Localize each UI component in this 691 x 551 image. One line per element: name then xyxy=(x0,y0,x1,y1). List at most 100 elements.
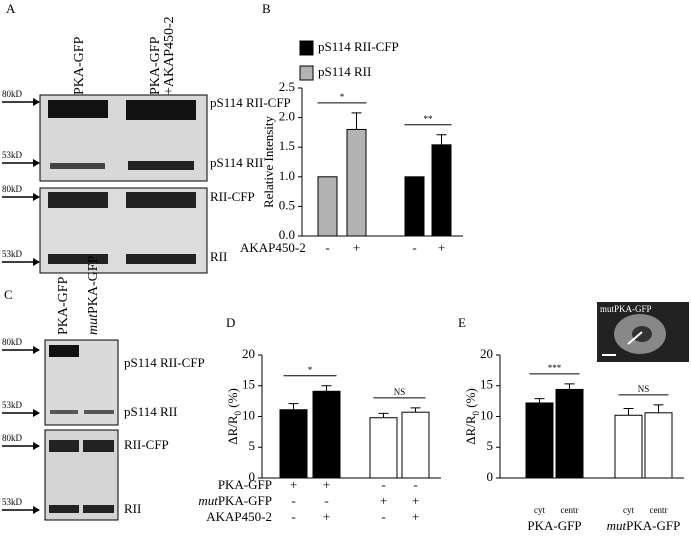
x-tick-label: cyt xyxy=(623,505,634,515)
condition-label: AKAP450-2 xyxy=(206,509,272,524)
x-tick-label: + xyxy=(353,240,360,255)
condition-mark: - xyxy=(291,509,295,524)
group-label: mutPKA-GFP xyxy=(607,518,681,533)
y-tick-label: 1.0 xyxy=(279,168,295,183)
y-tick-label: 5 xyxy=(249,438,256,453)
legend-label: pS114 RII xyxy=(318,64,371,79)
panel-letter: C xyxy=(4,287,13,302)
bar xyxy=(525,402,554,479)
y-label-part: 0 xyxy=(471,410,481,415)
arrow-head xyxy=(33,506,40,514)
y-label-part: ΔR/R xyxy=(463,415,478,445)
error-bar xyxy=(288,403,299,410)
legend-swatch xyxy=(299,65,314,81)
band xyxy=(126,192,196,208)
group-label: PKA-GFP xyxy=(527,518,581,533)
panel-letter: B xyxy=(262,1,271,16)
error-bar xyxy=(653,404,664,413)
panel-letter: A xyxy=(6,1,16,16)
significance: * xyxy=(340,92,345,102)
inset-label: mutPKA-GFP xyxy=(600,304,652,314)
band-label: pS114 RII-CFP xyxy=(210,95,291,110)
band xyxy=(83,440,114,452)
condition-mark: + xyxy=(412,509,419,524)
error-bar xyxy=(410,407,421,413)
x-tick-label: + xyxy=(438,240,445,255)
band xyxy=(49,345,79,357)
x-tick-label: cyt xyxy=(534,505,545,515)
marker-label: 80kD xyxy=(2,337,23,347)
condition-label-text: PKA-GFP xyxy=(218,493,272,508)
y-tick-label: 15 xyxy=(242,377,255,392)
y-tick-label: 0.0 xyxy=(279,227,295,242)
significance: *** xyxy=(548,363,562,373)
condition-mark: - xyxy=(381,477,385,492)
legend-label: pS114 RII-CFP xyxy=(318,39,399,54)
x-tick-label: - xyxy=(412,240,416,255)
bar xyxy=(317,176,338,237)
condition-mark: + xyxy=(412,493,419,508)
condition-mark: + xyxy=(323,477,330,492)
y-tick-label: 20 xyxy=(480,346,493,361)
y-axis-label: ΔR/R0 (%) xyxy=(225,388,243,445)
condition-label: PKA-GFP xyxy=(218,477,272,492)
y-label-part: 0 xyxy=(233,410,243,415)
lane-label-text: PKA-GFP xyxy=(86,255,101,314)
arrow-head xyxy=(33,98,40,106)
bar xyxy=(644,412,673,479)
y-axis-label: Relative Intensity xyxy=(261,115,276,208)
bar xyxy=(346,128,367,237)
group-label-text: PKA-GFP xyxy=(626,518,680,533)
bar xyxy=(555,388,584,479)
bar xyxy=(312,390,341,479)
marker-label: 80kD xyxy=(2,433,23,443)
lane-label: PKA-GFP xyxy=(148,36,163,95)
y-label-part: ΔR/R xyxy=(225,415,240,445)
band xyxy=(128,161,194,170)
y-tick-label: 10 xyxy=(242,407,255,422)
error-bar xyxy=(534,398,545,403)
marker-label: 53kD xyxy=(2,249,23,259)
y-label-part: (%) xyxy=(225,388,240,411)
arrow-head xyxy=(33,346,40,354)
bar xyxy=(369,417,398,479)
marker-label: 53kD xyxy=(2,497,23,507)
band xyxy=(48,192,108,208)
y-tick-label: 20 xyxy=(242,346,255,361)
band xyxy=(49,505,79,513)
significance: * xyxy=(308,365,313,375)
y-tick-label: 5 xyxy=(487,438,494,453)
error-bar xyxy=(623,408,634,416)
band-label: pS114 RII-CFP xyxy=(124,355,205,370)
y-tick-label: 0.5 xyxy=(279,197,295,212)
lane-label: mutPKA-GFP xyxy=(86,255,101,335)
band xyxy=(49,440,79,452)
lane-label: PKA-GFP xyxy=(56,276,71,335)
error-bar xyxy=(436,134,447,145)
condition-mark: - xyxy=(324,493,328,508)
panel-letter: D xyxy=(226,315,235,330)
bar xyxy=(614,414,643,479)
arrow-head xyxy=(33,442,40,450)
y-tick-label: 2.5 xyxy=(279,79,295,94)
cell xyxy=(632,326,652,342)
condition-label-italic: mut xyxy=(198,493,218,508)
condition-label: mutPKA-GFP xyxy=(198,493,272,508)
marker-label: 80kD xyxy=(2,184,23,194)
significance: NS xyxy=(638,384,650,394)
band-label: RII-CFP xyxy=(210,189,255,204)
error-bar xyxy=(351,112,362,130)
bar xyxy=(431,144,452,237)
bar xyxy=(401,411,430,479)
band xyxy=(126,254,196,264)
inset-line xyxy=(627,331,643,345)
x-tick-label: centr xyxy=(561,505,579,515)
band xyxy=(48,100,108,118)
marker-label: 53kD xyxy=(2,400,23,410)
band-label: pS114 RII xyxy=(210,155,263,170)
condition-mark: + xyxy=(290,477,297,492)
error-bar xyxy=(378,412,389,418)
band xyxy=(50,163,105,169)
condition-mark: + xyxy=(380,493,387,508)
